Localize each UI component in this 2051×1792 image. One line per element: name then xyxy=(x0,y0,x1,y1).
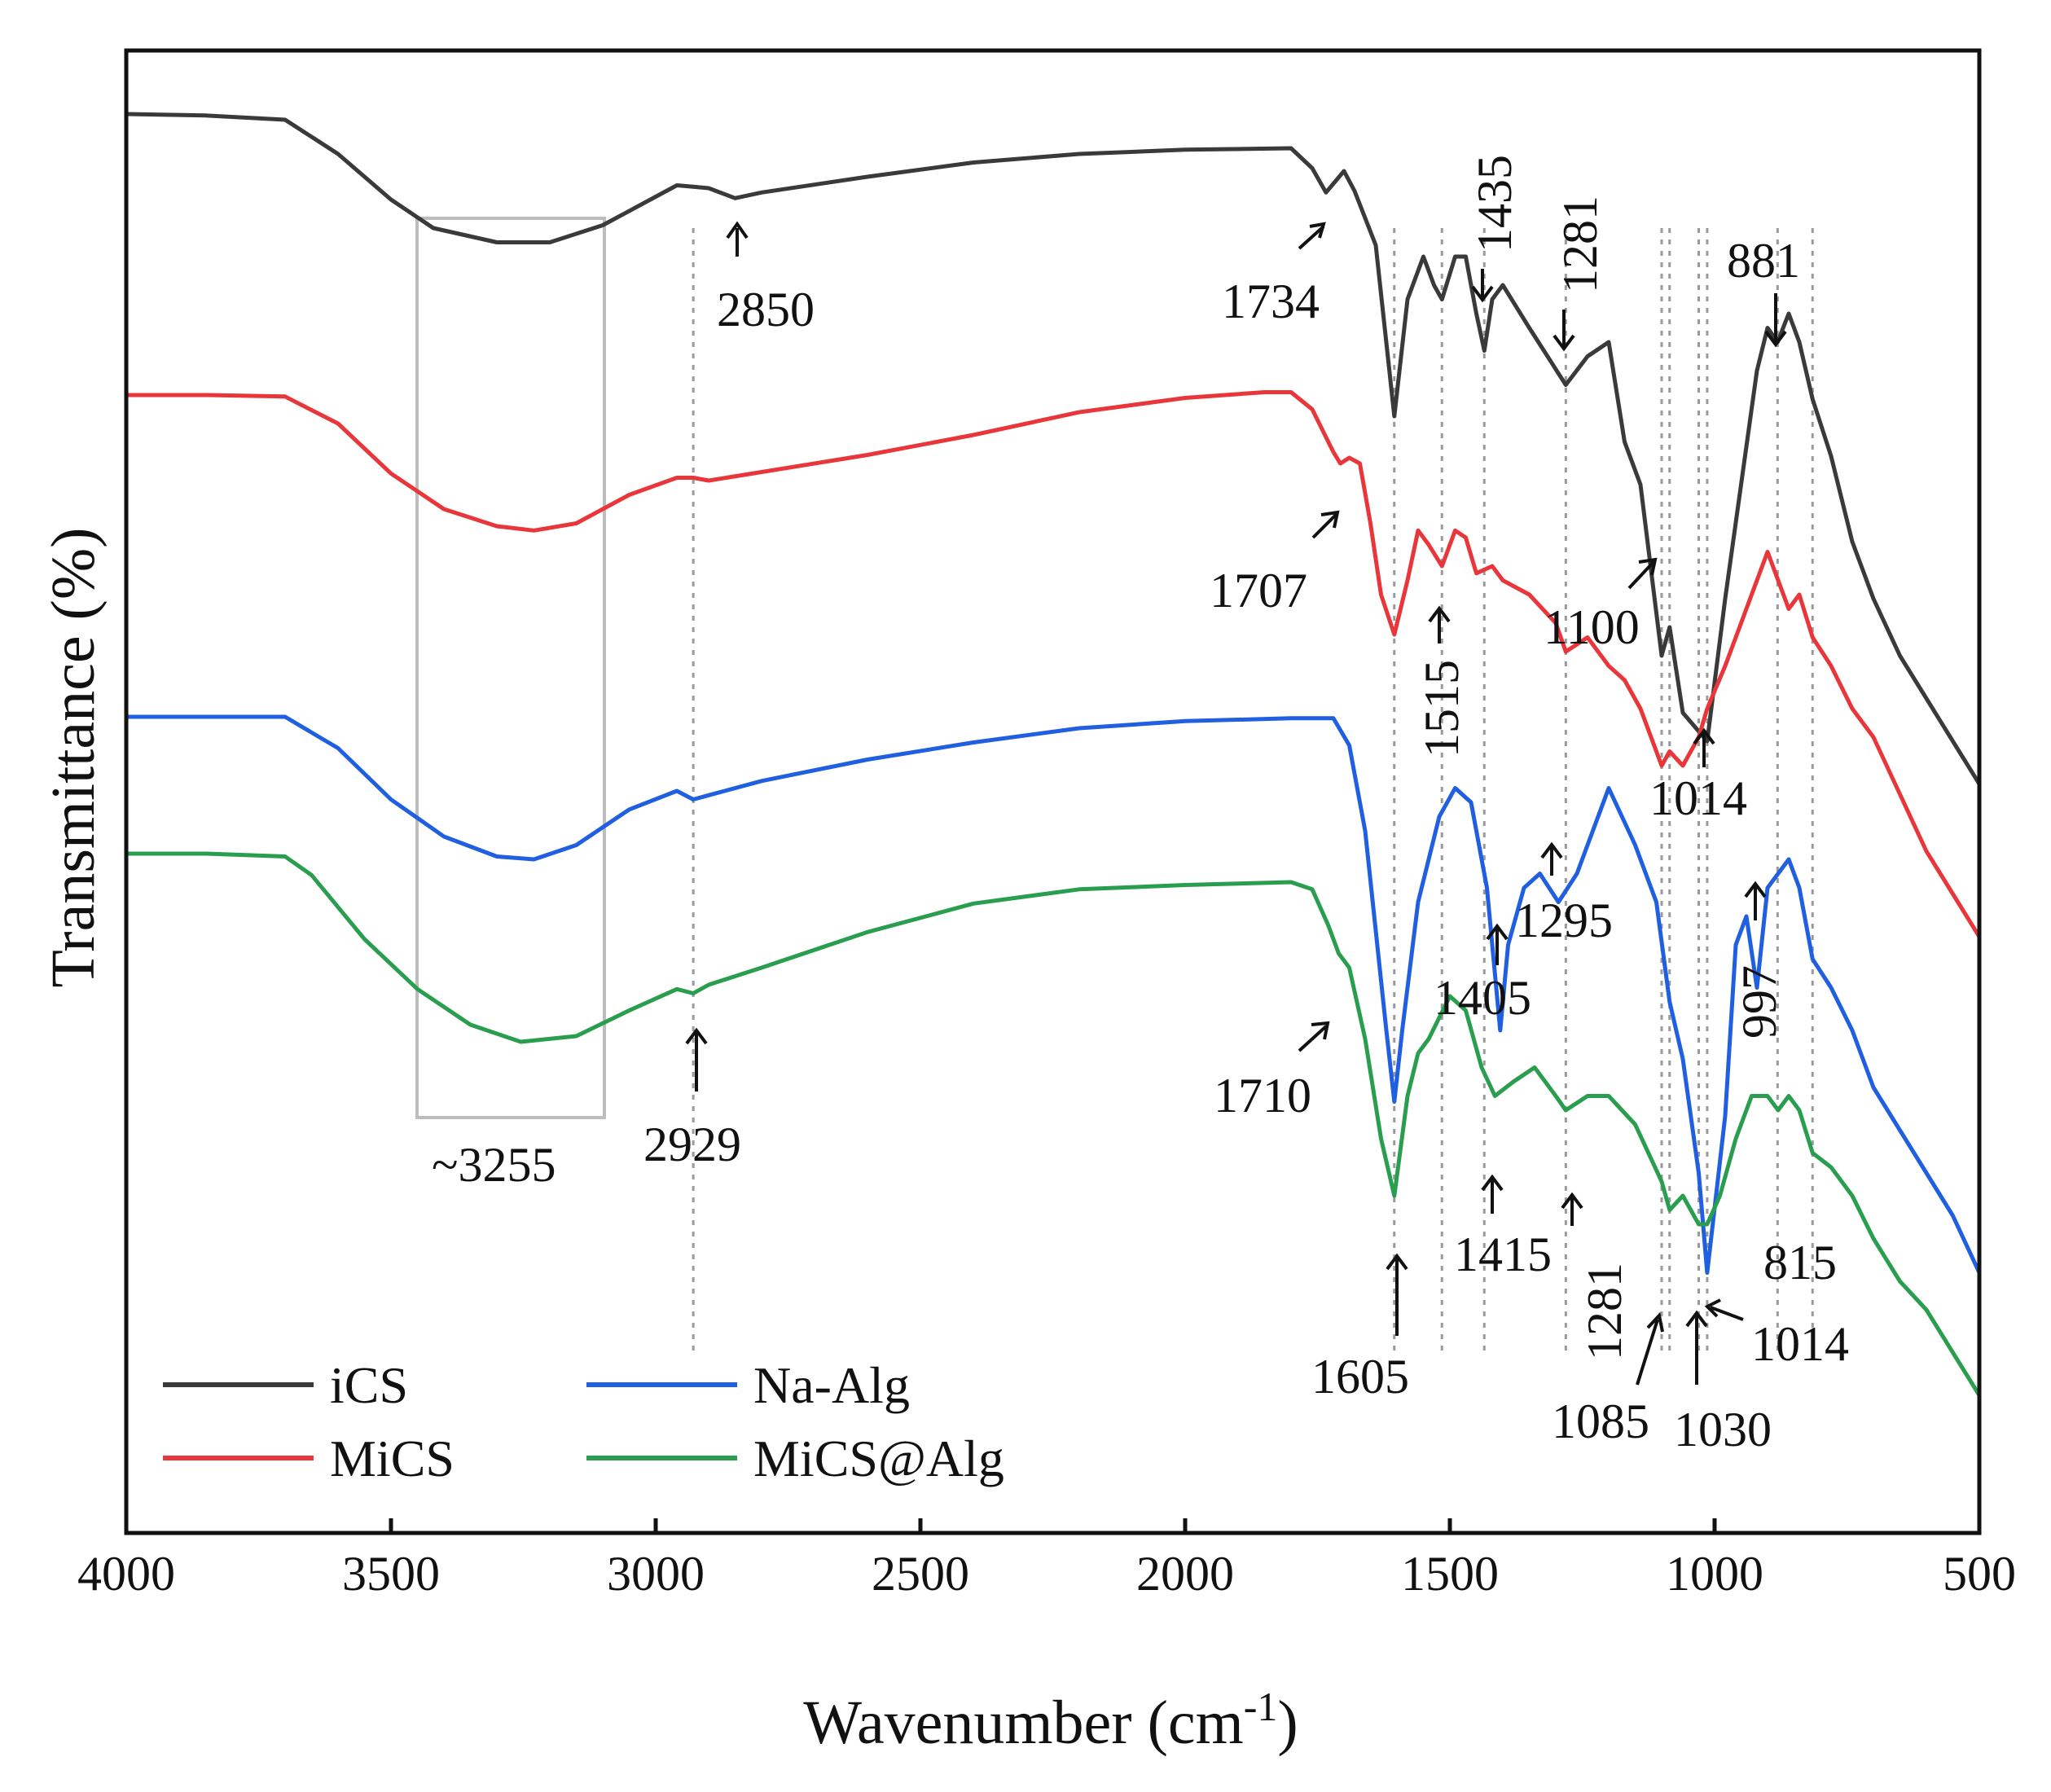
annot-1405: 1405 xyxy=(1434,971,1531,1025)
arrow-1281b xyxy=(1561,1192,1583,1226)
arrow-1515 xyxy=(1428,605,1451,643)
annot-997: 997 xyxy=(1733,965,1786,1039)
arrow-1085 xyxy=(1636,1311,1664,1386)
arrow-1605 xyxy=(1386,1253,1408,1336)
series-line-na-alg xyxy=(126,714,1982,1275)
arrow-2850 xyxy=(726,221,749,257)
x-tick-label-4000: 4000 xyxy=(77,1547,175,1601)
series-line-ics xyxy=(125,112,1982,785)
series-line-mics-alg xyxy=(126,851,1982,1397)
arrow-1734 xyxy=(1298,222,1326,250)
highlight-box xyxy=(415,217,606,1119)
arrow-1014b xyxy=(1704,1298,1744,1321)
annot-1085: 1085 xyxy=(1552,1395,1649,1448)
annot-1707: 1707 xyxy=(1210,564,1307,617)
x-axis-ticks: 4000 3500 3000 2500 2000 1500 1000 500 xyxy=(77,1518,2016,1601)
annot-1734: 1734 xyxy=(1222,275,1320,328)
arrow-1030 xyxy=(1685,1310,1708,1385)
annot-815: 815 xyxy=(1763,1236,1837,1289)
arrow-1710 xyxy=(1298,1021,1330,1052)
series-line-mics xyxy=(126,390,1982,938)
annot-2929: 2929 xyxy=(643,1118,741,1171)
x-tick-label-500: 500 xyxy=(1943,1547,2016,1601)
series-layer xyxy=(125,112,1982,1397)
arrow-997 xyxy=(1744,881,1767,920)
x-axis-title: Wavenumber (cm-1) xyxy=(803,1684,1298,1757)
annot-1415: 1415 xyxy=(1454,1228,1552,1281)
arrow-1014a xyxy=(1693,727,1715,767)
arrow-1100 xyxy=(1627,557,1658,590)
annot-1281: 1281 xyxy=(1553,195,1607,293)
arrow-1707 xyxy=(1311,510,1340,539)
annot-1030: 1030 xyxy=(1674,1403,1772,1456)
x-tick-label-1500: 1500 xyxy=(1401,1547,1499,1601)
y-axis-title: Transmittance (%) xyxy=(39,528,108,988)
annot-1605: 1605 xyxy=(1311,1350,1409,1403)
annot-1014a: 1014 xyxy=(1649,771,1747,825)
legend-label-mics: MiCS xyxy=(330,1430,455,1487)
annot-1014b: 1014 xyxy=(1751,1317,1849,1371)
x-tick-label-3500: 3500 xyxy=(342,1547,440,1601)
legend-label-mics-alg: MiCS@Alg xyxy=(753,1430,1004,1487)
annot-3255: ~3255 xyxy=(432,1138,556,1192)
arrow-881 xyxy=(1764,293,1787,348)
x-tick-label-2000: 2000 xyxy=(1136,1547,1234,1601)
legend: iCS Na-Alg MiCS MiCS@Alg xyxy=(163,1356,1004,1487)
annot-1710: 1710 xyxy=(1214,1069,1311,1122)
arrow-1281 xyxy=(1553,310,1575,352)
x-tick-label-1000: 1000 xyxy=(1666,1547,1763,1601)
arrow-2929 xyxy=(685,1027,708,1091)
annot-1281b: 1281 xyxy=(1578,1263,1632,1360)
legend-label-na-alg: Na-Alg xyxy=(753,1356,910,1414)
arrow-1415 xyxy=(1481,1174,1504,1214)
guide-lines xyxy=(692,228,1814,1352)
plot-frame xyxy=(124,48,1982,1535)
x-tick-label-2500: 2500 xyxy=(872,1547,969,1601)
annot-1295: 1295 xyxy=(1515,894,1613,947)
arrow-1295 xyxy=(1540,841,1563,876)
arrow-1435 xyxy=(1471,269,1494,303)
arrow-1405 xyxy=(1486,923,1509,965)
annot-1100: 1100 xyxy=(1544,600,1640,654)
annot-881: 881 xyxy=(1727,234,1800,288)
annot-1515: 1515 xyxy=(1415,660,1469,758)
annot-2850: 2850 xyxy=(717,283,815,336)
annotations: ~3255 2850 1734 1435 1281 881 1100 1707 … xyxy=(432,155,1849,1456)
x-tick-label-3000: 3000 xyxy=(607,1547,705,1601)
legend-label-ics: iCS xyxy=(330,1356,408,1414)
annot-1435: 1435 xyxy=(1468,155,1522,253)
